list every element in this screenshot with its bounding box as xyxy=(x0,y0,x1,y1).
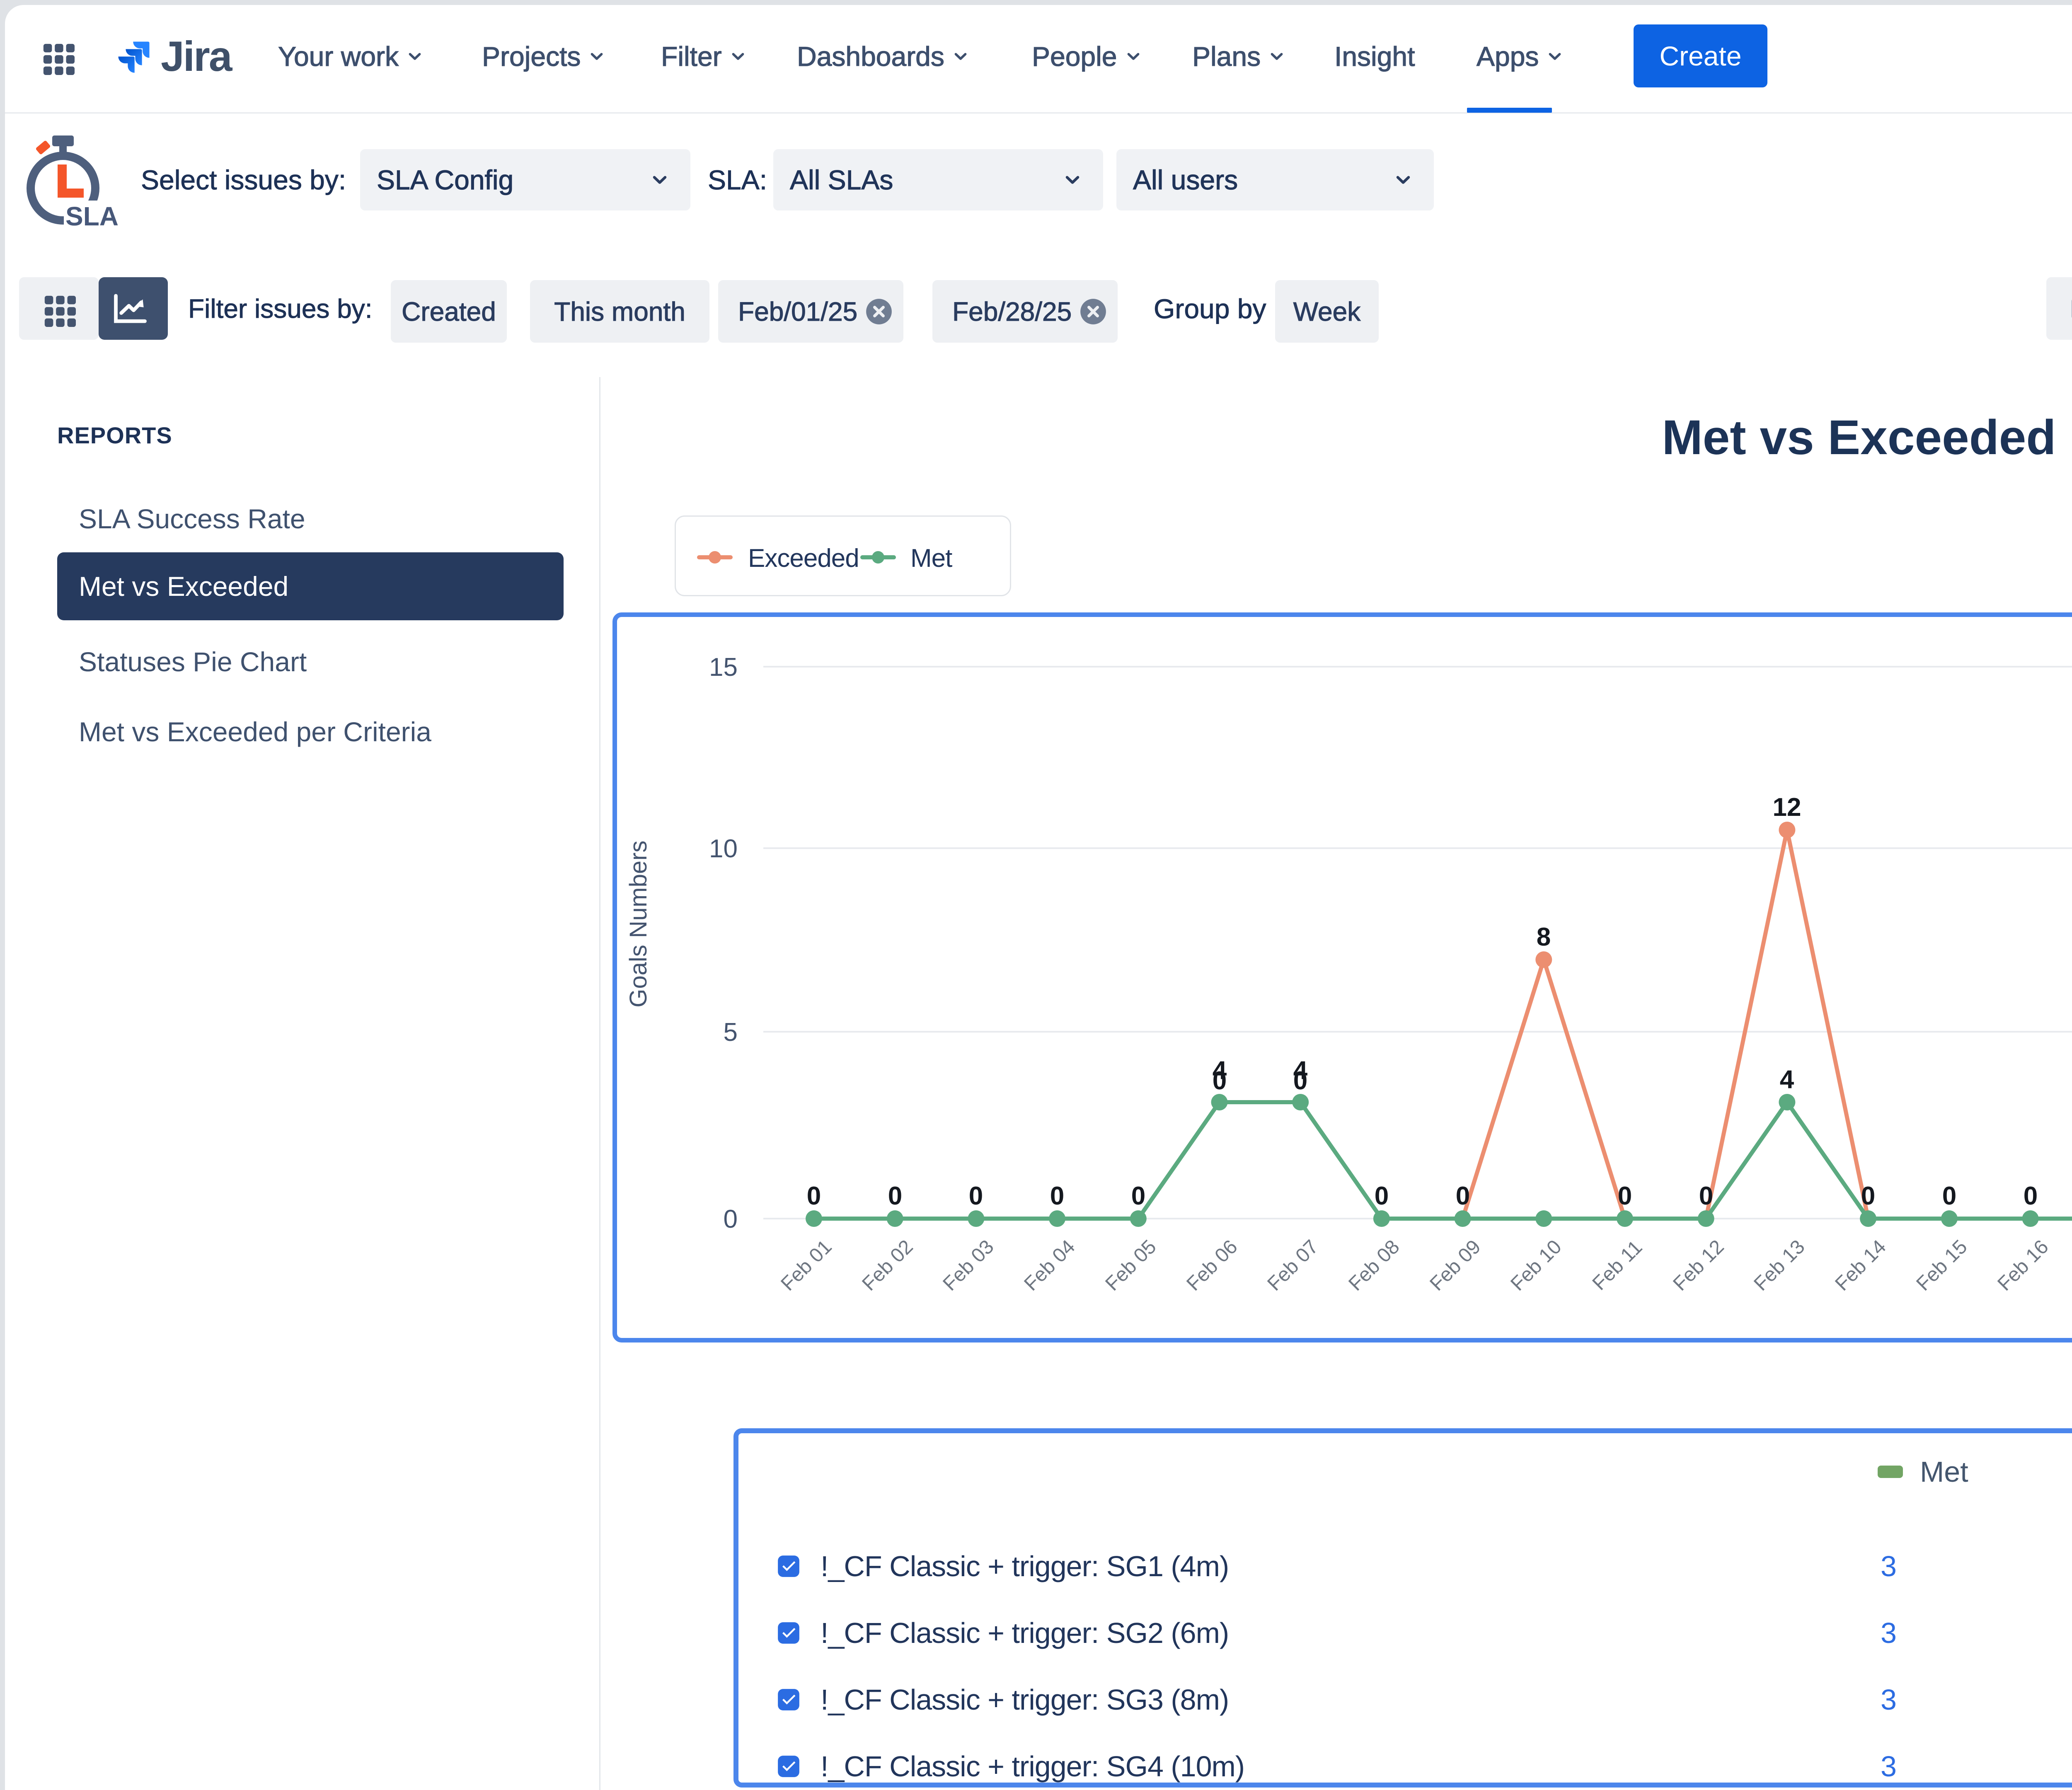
svg-text:10: 10 xyxy=(709,835,738,863)
svg-text:Feb 13: Feb 13 xyxy=(1750,1236,1809,1295)
svg-text:Feb 10: Feb 10 xyxy=(1506,1236,1566,1295)
svg-text:Feb 04: Feb 04 xyxy=(1020,1236,1079,1295)
svg-text:Feb 09: Feb 09 xyxy=(1426,1236,1485,1295)
svg-text:12: 12 xyxy=(1773,793,1801,822)
svg-text:0: 0 xyxy=(1213,1067,1227,1095)
svg-text:0: 0 xyxy=(2024,1182,2038,1210)
svg-text:0: 0 xyxy=(888,1182,902,1210)
svg-text:8: 8 xyxy=(1537,923,1551,951)
svg-text:Goals Numbers: Goals Numbers xyxy=(625,841,652,1008)
svg-text:0: 0 xyxy=(969,1182,983,1210)
svg-text:Feb 14: Feb 14 xyxy=(1831,1236,1890,1295)
svg-text:0: 0 xyxy=(1456,1182,1470,1210)
svg-text:Feb 16: Feb 16 xyxy=(1993,1236,2053,1295)
svg-text:Feb 07: Feb 07 xyxy=(1263,1236,1322,1295)
svg-text:Feb 15: Feb 15 xyxy=(1912,1236,1971,1295)
svg-text:Feb 02: Feb 02 xyxy=(858,1236,917,1295)
svg-text:Feb 11: Feb 11 xyxy=(1588,1236,1647,1295)
svg-text:4: 4 xyxy=(1293,1056,1308,1085)
svg-text:4: 4 xyxy=(1213,1056,1227,1085)
svg-text:0: 0 xyxy=(724,1205,738,1234)
svg-text:SLA: SLA xyxy=(65,201,119,231)
svg-text:0: 0 xyxy=(1375,1182,1389,1210)
svg-text:0: 0 xyxy=(1861,1182,1875,1210)
svg-text:Feb 12: Feb 12 xyxy=(1669,1236,1728,1295)
svg-text:0: 0 xyxy=(1942,1182,1956,1210)
svg-text:Feb 08: Feb 08 xyxy=(1344,1236,1404,1295)
svg-text:Feb 03: Feb 03 xyxy=(939,1236,998,1295)
svg-text:0: 0 xyxy=(1618,1182,1632,1210)
svg-text:0: 0 xyxy=(1131,1182,1145,1210)
svg-text:0: 0 xyxy=(1050,1182,1064,1210)
svg-text:Feb 01: Feb 01 xyxy=(777,1236,836,1295)
svg-text:0: 0 xyxy=(1699,1182,1713,1210)
svg-text:Feb 05: Feb 05 xyxy=(1101,1236,1160,1295)
svg-text:15: 15 xyxy=(709,653,738,682)
svg-text:Feb 06: Feb 06 xyxy=(1182,1236,1242,1295)
svg-text:4: 4 xyxy=(1780,1065,1794,1094)
svg-text:0: 0 xyxy=(1293,1067,1307,1095)
svg-text:5: 5 xyxy=(724,1018,738,1047)
svg-text:0: 0 xyxy=(807,1182,821,1210)
